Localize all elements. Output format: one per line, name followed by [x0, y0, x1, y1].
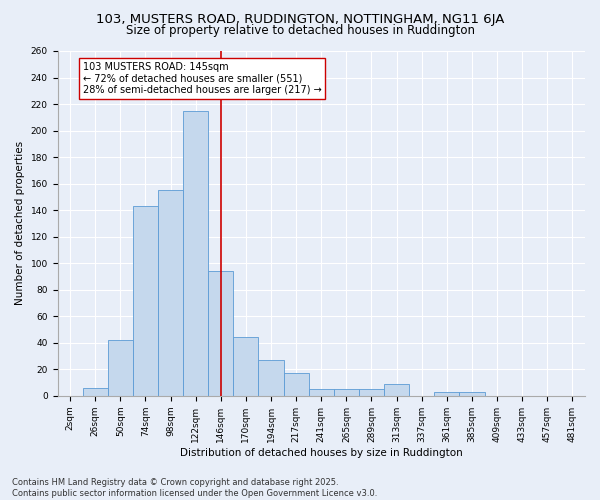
Bar [434, 392, 460, 396]
Bar [208, 271, 233, 396]
Bar [108, 340, 133, 396]
Y-axis label: Number of detached properties: Number of detached properties [15, 142, 25, 306]
Bar [158, 190, 183, 396]
Bar [133, 206, 158, 396]
Text: Size of property relative to detached houses in Ruddington: Size of property relative to detached ho… [125, 24, 475, 37]
Bar [359, 389, 384, 396]
Bar [460, 392, 485, 396]
X-axis label: Distribution of detached houses by size in Ruddington: Distribution of detached houses by size … [180, 448, 463, 458]
Bar [384, 384, 409, 396]
Text: 103, MUSTERS ROAD, RUDDINGTON, NOTTINGHAM, NG11 6JA: 103, MUSTERS ROAD, RUDDINGTON, NOTTINGHA… [96, 12, 504, 26]
Bar [309, 389, 334, 396]
Bar [83, 388, 108, 396]
Bar [284, 374, 309, 396]
Bar [183, 110, 208, 396]
Text: 103 MUSTERS ROAD: 145sqm
← 72% of detached houses are smaller (551)
28% of semi-: 103 MUSTERS ROAD: 145sqm ← 72% of detach… [83, 62, 322, 95]
Text: Contains HM Land Registry data © Crown copyright and database right 2025.
Contai: Contains HM Land Registry data © Crown c… [12, 478, 377, 498]
Bar [259, 360, 284, 396]
Bar [334, 389, 359, 396]
Bar [233, 338, 259, 396]
